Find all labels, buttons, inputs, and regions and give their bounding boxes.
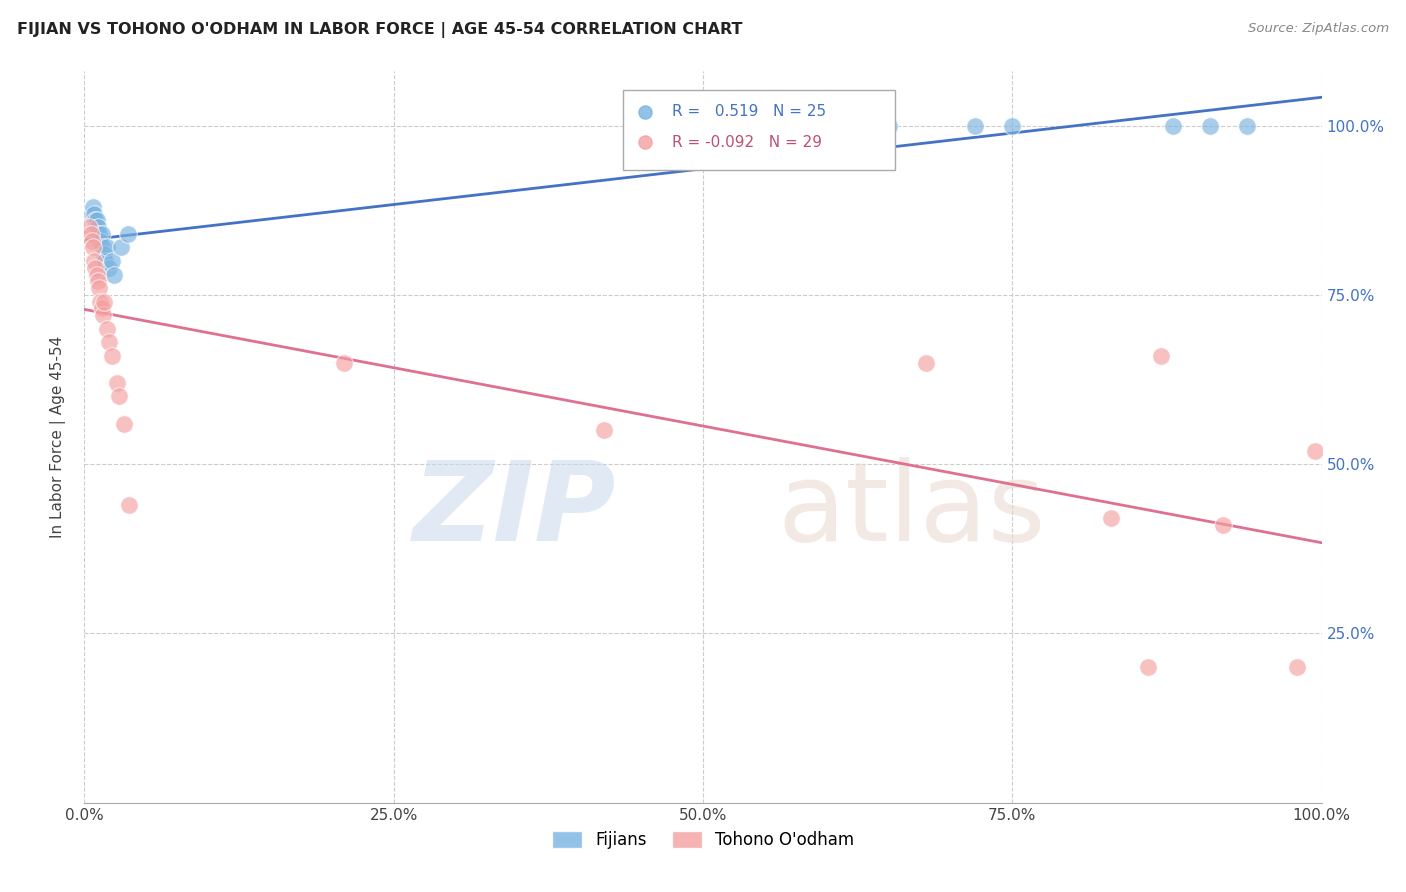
Point [86,268,108,282]
Point [1137,660,1160,674]
Point [1150,349,1173,363]
Point [914,355,936,369]
Point [112,417,135,431]
Point [1285,660,1308,674]
Point [593,423,616,437]
Point [83,206,105,220]
Y-axis label: In Labor Force | Age 45-54: In Labor Force | Age 45-54 [49,336,66,538]
Point [82,240,104,254]
Point [84,213,107,227]
Text: ZIP: ZIP [413,457,616,564]
Point [841,119,863,133]
Point [89,227,111,241]
Point [83,254,105,268]
Point [80,234,103,248]
Legend: Fijians, Tohono O'odham: Fijians, Tohono O'odham [551,831,855,849]
Point [93,247,115,261]
Point [634,184,657,198]
Point [87,274,110,288]
Text: R =   0.519   N = 25: R = 0.519 N = 25 [672,104,827,120]
Point [89,234,111,248]
Point [80,206,103,220]
Point [1305,443,1327,458]
Text: FIJIAN VS TOHONO O'ODHAM IN LABOR FORCE | AGE 45-54 CORRELATION CHART: FIJIAN VS TOHONO O'ODHAM IN LABOR FORCE … [17,22,742,38]
Point [117,227,139,241]
Point [98,335,121,350]
Point [90,301,112,316]
Point [86,213,108,227]
Point [100,254,122,268]
Point [965,119,987,133]
Point [103,268,125,282]
Point [105,376,128,390]
Point [79,220,101,235]
Point [90,227,112,241]
Point [89,294,111,309]
Point [79,227,101,241]
Point [1001,119,1024,133]
Point [877,119,900,133]
Point [118,498,141,512]
Point [108,389,131,403]
Text: Source: ZipAtlas.com: Source: ZipAtlas.com [1249,22,1389,36]
Text: atlas: atlas [778,457,1046,564]
Text: R = -0.092   N = 29: R = -0.092 N = 29 [672,135,823,150]
Point [1161,119,1184,133]
Point [1236,119,1258,133]
Point [1199,119,1222,133]
Point [96,240,118,254]
Point [98,260,121,275]
Point [333,355,356,369]
Point [93,294,115,309]
Point [110,240,132,254]
Point [89,281,111,295]
FancyBboxPatch shape [623,90,894,170]
Point [91,308,114,322]
Point [1212,518,1234,533]
Point [1099,511,1122,525]
Point [91,240,114,254]
Point [94,254,117,268]
Point [87,220,110,235]
Point [634,156,657,170]
Point [100,349,122,363]
Point [82,200,104,214]
Point [84,260,107,275]
Point [96,322,118,336]
